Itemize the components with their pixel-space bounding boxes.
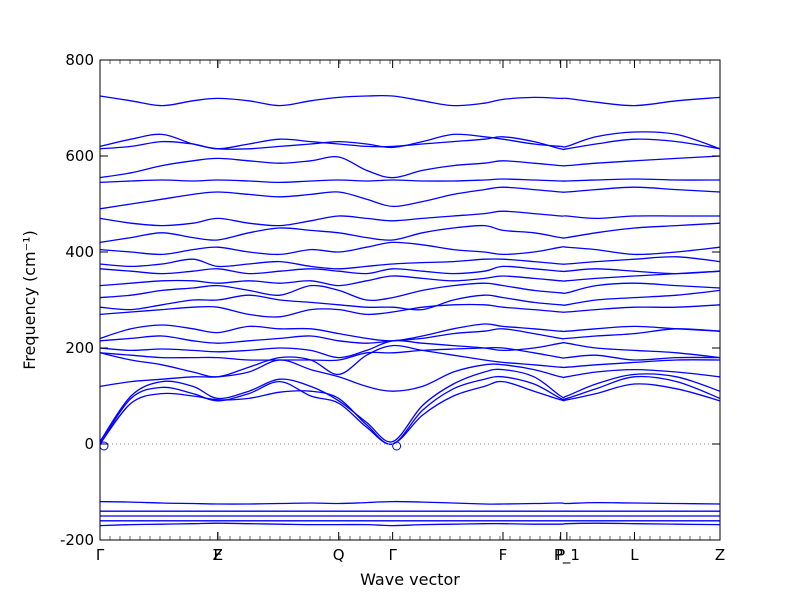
band-line-21	[99, 241, 721, 256]
band-line-1	[99, 522, 721, 527]
band-line-19	[99, 265, 721, 275]
band-line-11	[99, 346, 721, 362]
band-line-17	[99, 282, 721, 302]
band-line-10	[99, 344, 721, 378]
gamma-marker-1	[99, 441, 109, 451]
x-tick-label-4: Q	[333, 546, 345, 564]
y-tick-label: 400	[65, 243, 94, 261]
gamma-marker-5	[392, 441, 402, 451]
band-line-13	[99, 328, 721, 344]
x-tick-label-2: Z	[213, 546, 223, 564]
band-line-14	[99, 323, 721, 342]
y-tick-label: 0	[84, 435, 94, 453]
x-axis-label: Wave vector	[360, 570, 460, 589]
band-line-28	[99, 131, 721, 150]
band-line-20	[99, 256, 721, 270]
band-line-22	[99, 222, 721, 244]
x-tick-label-7: P	[556, 546, 565, 564]
y-tick-label: 800	[65, 51, 94, 69]
band-line-9	[99, 359, 721, 392]
y-tick-label: 600	[65, 147, 94, 165]
y-tick-label: 200	[65, 339, 94, 357]
band-line-6	[99, 380, 721, 445]
x-tick-label-9: L	[630, 546, 639, 564]
y-axis-label: Frequency (cm⁻¹)	[20, 230, 39, 369]
x-tick-label-3: F	[213, 546, 222, 564]
x-tick-label-6: F	[499, 546, 508, 564]
band-line-5	[99, 500, 721, 505]
x-tick-label-5: Γ	[388, 546, 397, 564]
band-line-26	[99, 155, 721, 179]
y-tick-label: -200	[60, 531, 94, 549]
band-line-15	[99, 303, 721, 318]
band-line-12	[99, 339, 721, 359]
x-tick-label-10: Z	[715, 546, 725, 564]
band-line-24	[99, 186, 721, 210]
x-tick-label-1: Γ	[96, 546, 105, 564]
plot-frame	[99, 59, 721, 541]
band-line-8	[99, 368, 721, 443]
x-tick-label-8: P_1	[554, 546, 580, 565]
x-axis-ticks: Γ ZF Q Γ F PP_1 L Z	[96, 60, 725, 565]
band-line-18	[99, 270, 721, 287]
band-line-27	[99, 136, 721, 151]
band-line-16	[99, 289, 721, 311]
band-line-23	[99, 210, 720, 227]
band-line-29	[99, 94, 721, 107]
band-line-25	[99, 178, 721, 184]
y-axis-ticks: -200 0 200 400 600 800	[60, 51, 720, 549]
band-line-7	[99, 375, 721, 445]
band-lines	[99, 94, 721, 527]
